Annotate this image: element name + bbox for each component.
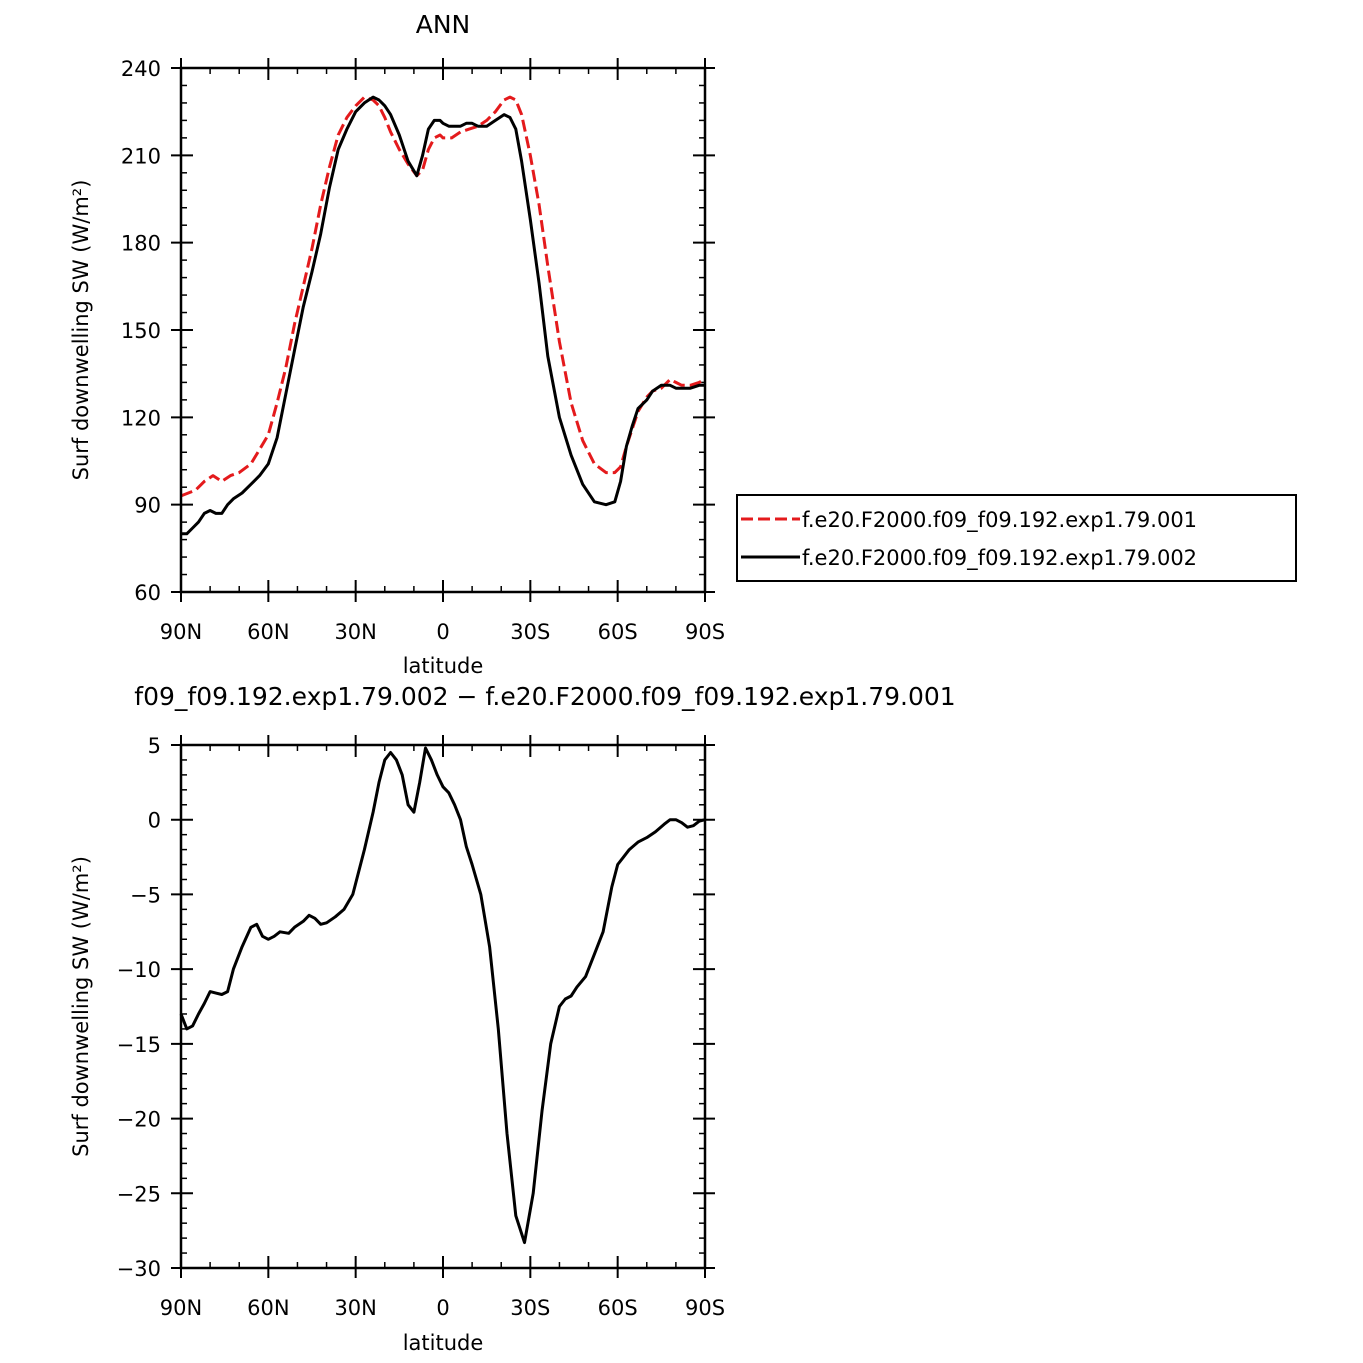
x-axis-label: latitude [403,1331,484,1355]
legend-label-1: f.e20.F2000.f09_f09.192.exp1.79.001 [802,508,1197,533]
y-tick-label: −10 [117,958,161,982]
x-tick-label: 30N [334,1296,376,1320]
x-tick-label: 90N [160,620,202,644]
x-tick-label: 0 [436,620,449,644]
legend-box [736,494,1297,582]
y-tick-label: −25 [117,1182,161,1206]
y-tick-label: 0 [148,809,161,833]
y-tick-label: 150 [121,319,161,343]
y-tick-label: −30 [117,1257,161,1281]
x-tick-label: 60N [247,620,289,644]
chart-title: ANN [416,10,471,39]
x-tick-label: 0 [436,1296,449,1320]
y-axis-label: Surf downwelling SW (W/m²) [69,856,93,1157]
y-tick-label: −5 [130,883,161,907]
chart-panel-2: f09_f09.192.exp1.79.002 − f.e20.F2000.f0… [69,682,956,1355]
x-tick-label: 60N [247,1296,289,1320]
y-tick-label: −15 [117,1033,161,1057]
y-tick-label: −20 [117,1108,161,1132]
x-tick-label: 90S [685,1296,725,1320]
legend-label-2: f.e20.F2000.f09_f09.192.exp1.79.002 [802,546,1197,571]
x-tick-label: 90S [685,620,725,644]
chart-title: f09_f09.192.exp1.79.002 − f.e20.F2000.f0… [134,682,955,711]
plot-frame [179,743,707,1270]
chart-panel-1: ANN 90N 60N 30N 0 30S 60S 90S 60 90 120 150 180 210 24… [69,10,1297,678]
x-tick-label: 30N [334,620,376,644]
x-tick-label: 90N [160,1296,202,1320]
plot-frame [179,66,707,594]
x-axis-label: latitude [403,654,484,678]
series-line-2 [181,95,705,536]
series-line-1 [180,95,706,498]
x-tick-label: 60S [598,1296,638,1320]
x-tick-label: 60S [598,620,638,644]
x-tick-label: 30S [510,620,550,644]
x-tick-label: 30S [510,1296,550,1320]
y-tick-label: 90 [134,494,161,518]
y-tick-label: 5 [148,734,161,758]
y-tick-label: 210 [121,144,161,168]
y-axis-label: Surf downwelling SW (W/m²) [69,180,93,481]
series-line-1 [179,746,706,1245]
y-tick-label: 240 [121,57,161,81]
y-tick-label: 120 [121,406,161,430]
y-tick-label: 60 [134,581,161,605]
y-tick-label: 180 [121,232,161,256]
legend: f.e20.F2000.f09_f09.192.exp1.79.001 f.e20… [736,494,1297,582]
